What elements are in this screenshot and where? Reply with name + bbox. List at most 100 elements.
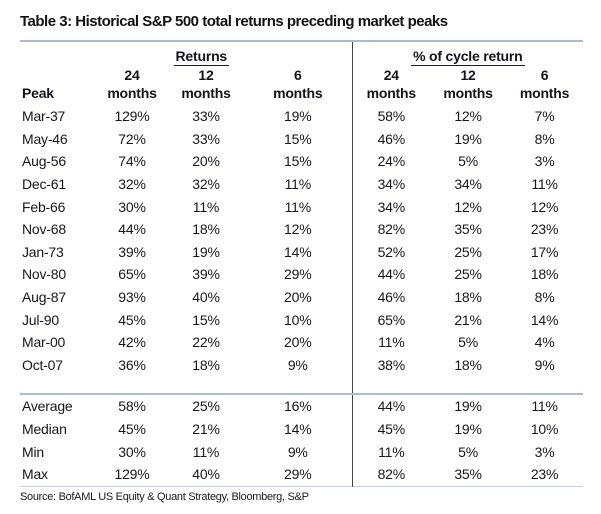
empty-cell (96, 376, 168, 394)
value-cell: 93% (118, 289, 146, 306)
summary-label: Median (22, 421, 67, 438)
value-cell: 46% (351, 127, 431, 151)
summary-label: Min (22, 443, 44, 460)
value-cell: 29% (284, 466, 312, 483)
value-cell: 17% (530, 243, 559, 260)
value-cell: 40% (192, 466, 220, 483)
value-cell: 8% (534, 289, 555, 306)
value-cell: 40% (192, 289, 220, 306)
column-header-peak: Peak (22, 84, 54, 101)
value-cell: 11% (351, 440, 431, 463)
column-header-bottom: months (366, 84, 417, 101)
value-cell: 35% (454, 466, 482, 483)
value-cell: 65% (118, 266, 146, 283)
peak-cell: Jan-73 (22, 243, 64, 260)
value-cell: 82% (351, 462, 431, 486)
peak-cell: Nov-68 (22, 221, 66, 238)
value-cell: 19% (454, 130, 482, 147)
column-header-bottom: months (273, 84, 323, 101)
empty-cell (168, 376, 244, 394)
value-cell: 21% (454, 311, 482, 328)
value-cell: 74% (118, 153, 146, 170)
value-cell: 52% (351, 240, 431, 264)
summary-row: Average 58% 25% 16% 44% 19% 11% (20, 393, 584, 418)
value-cell: 34% (454, 176, 482, 193)
value-cell: 46% (351, 285, 431, 309)
value-cell: 3% (534, 443, 555, 460)
peak-cell: Mar-37 (22, 108, 66, 125)
value-cell: 34% (351, 195, 431, 218)
summary-row: Max 129% 40% 29% 82% 35% 23% (20, 462, 583, 486)
table-row: May-46 72% 33% 15% 46% 19% 8% (20, 127, 583, 151)
column-header-bottom: months (181, 84, 231, 101)
value-cell: 23% (530, 466, 559, 483)
value-cell: 30% (118, 443, 146, 460)
value-cell: 18% (454, 356, 482, 373)
value-cell: 12% (454, 198, 482, 215)
column-header-bottom: months (519, 84, 570, 101)
value-cell: 39% (118, 243, 146, 260)
value-cell: 33% (192, 108, 220, 125)
column-header-top: 24 (124, 67, 140, 83)
value-cell: 39% (192, 266, 220, 283)
column-header-bottom: months (443, 84, 493, 101)
value-cell: 10% (284, 311, 312, 328)
column-header-row: Peak 24 months 12 months 6 months 24 months … (20, 67, 583, 105)
value-cell: 16% (244, 393, 353, 418)
value-cell: 24% (351, 150, 431, 173)
value-cell: 11% (192, 198, 220, 215)
spacer-row (20, 376, 583, 395)
value-cell: 18% (192, 356, 220, 373)
value-cell: 33% (192, 130, 220, 147)
value-cell: 11% (284, 176, 312, 193)
value-cell: 11% (506, 393, 584, 418)
summary-row: Median 45% 21% 14% 45% 19% 10% (20, 417, 583, 441)
value-cell: 11% (284, 198, 312, 215)
table-row: Mar-00 42% 22% 20% 11% 5% 4% (20, 330, 583, 354)
peak-cell: Dec-61 (22, 176, 66, 193)
table-row: Aug-87 93% 40% 20% 46% 18% 8% (20, 285, 583, 309)
value-cell: 129% (114, 466, 150, 483)
table-row: Jul-90 45% 15% 10% 65% 21% 14% (20, 308, 583, 331)
column-header-top: 6 (540, 67, 549, 83)
value-cell: 35% (454, 221, 482, 238)
column-header-returns-6m: 6 months (244, 67, 352, 105)
value-cell: 82% (351, 217, 431, 241)
value-cell: 65% (351, 308, 431, 331)
column-header-bottom: months (107, 84, 157, 101)
group-header-returns-label: Returns (173, 48, 230, 66)
peak-cell: May-46 (22, 130, 68, 147)
group-header-cycle-label: % of cycle return (411, 48, 525, 66)
value-cell: 3% (534, 153, 555, 170)
table-row: Aug-56 74% 20% 15% 24% 5% 3% (20, 150, 583, 173)
value-cell: 25% (454, 266, 482, 283)
value-cell: 30% (118, 198, 146, 215)
value-cell: 5% (458, 443, 478, 460)
value-cell: 9% (287, 443, 308, 460)
peak-cell: Aug-56 (22, 153, 66, 170)
table-row: Feb-66 30% 11% 11% 34% 12% 12% (20, 195, 583, 218)
value-cell: 20% (284, 334, 312, 351)
column-header-top: 12 (198, 67, 214, 83)
table-row: Nov-80 65% 39% 29% 44% 25% 18% (20, 263, 583, 286)
value-cell: 14% (284, 243, 312, 260)
value-cell: 18% (530, 266, 559, 283)
value-cell: 34% (351, 172, 431, 196)
peak-cell: Jul-90 (22, 311, 59, 328)
value-cell: 12% (530, 198, 559, 215)
value-cell: 9% (287, 356, 308, 373)
value-cell: 58% (96, 393, 168, 418)
peak-cell: Feb-66 (22, 198, 66, 215)
returns-table: Returns % of cycle return Peak 24 months … (20, 40, 584, 487)
value-cell: 21% (192, 421, 220, 438)
peak-cell: Oct-07 (22, 356, 63, 373)
page-title: Table 3: Historical S&P 500 total return… (20, 13, 448, 30)
value-cell: 32% (118, 176, 146, 193)
empty-cell (506, 376, 583, 394)
table-row: Mar-37 129% 33% 19% 58% 12% 7% (20, 105, 583, 128)
empty-cell (430, 376, 506, 394)
empty-cell (20, 41, 96, 67)
value-cell: 25% (168, 393, 244, 418)
table-row: Oct-07 36% 18% 9% 38% 18% 9% (20, 353, 583, 377)
value-cell: 42% (118, 334, 146, 351)
